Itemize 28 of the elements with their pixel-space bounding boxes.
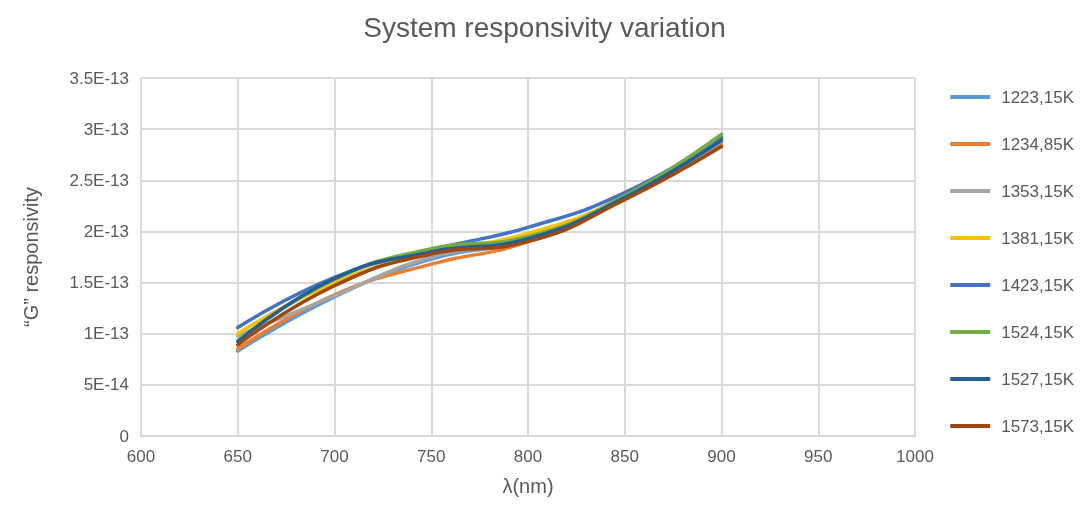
x-tick-label: 950 [804, 447, 833, 466]
legend-label: 1524,15K [1001, 322, 1075, 342]
x-tick-label: 900 [707, 447, 736, 466]
y-tick-label: 1.5E-13 [69, 273, 129, 293]
x-tick-label: 600 [126, 447, 156, 466]
y-tick-label: 1E-13 [83, 324, 129, 344]
x-tick-label: 800 [513, 447, 543, 466]
y-tick-label: 3E-13 [83, 119, 129, 139]
y-tick-label: 2.5E-13 [69, 170, 129, 190]
x-tick-label: 1000 [896, 447, 934, 466]
legend-label: 1527,15K [1001, 369, 1075, 389]
x-tick-label: 650 [223, 447, 252, 466]
legend-label: 1223,15K [1001, 87, 1075, 107]
legend-label: 1423,15K [1001, 275, 1075, 295]
legend-label: 1381,15K [1001, 228, 1075, 248]
x-tick-label: 700 [320, 447, 349, 466]
y-axis-title: “G” responsivity [20, 186, 42, 328]
chart-title: System responsivity variation [363, 11, 726, 43]
y-tick-label: 5E-14 [83, 375, 129, 395]
y-tick-label: 3.5E-13 [69, 68, 129, 88]
legend-label: 1234,85K [1001, 134, 1075, 154]
x-tick-label: 850 [610, 447, 639, 466]
y-tick-label: 2E-13 [83, 221, 129, 241]
x-axis-title: λ(nm) [502, 475, 554, 497]
legend-label: 1573,15K [1001, 416, 1075, 436]
x-tick-label: 750 [417, 447, 446, 466]
y-tick-label: 0 [119, 426, 129, 446]
legend-label: 1353,15K [1001, 181, 1075, 201]
